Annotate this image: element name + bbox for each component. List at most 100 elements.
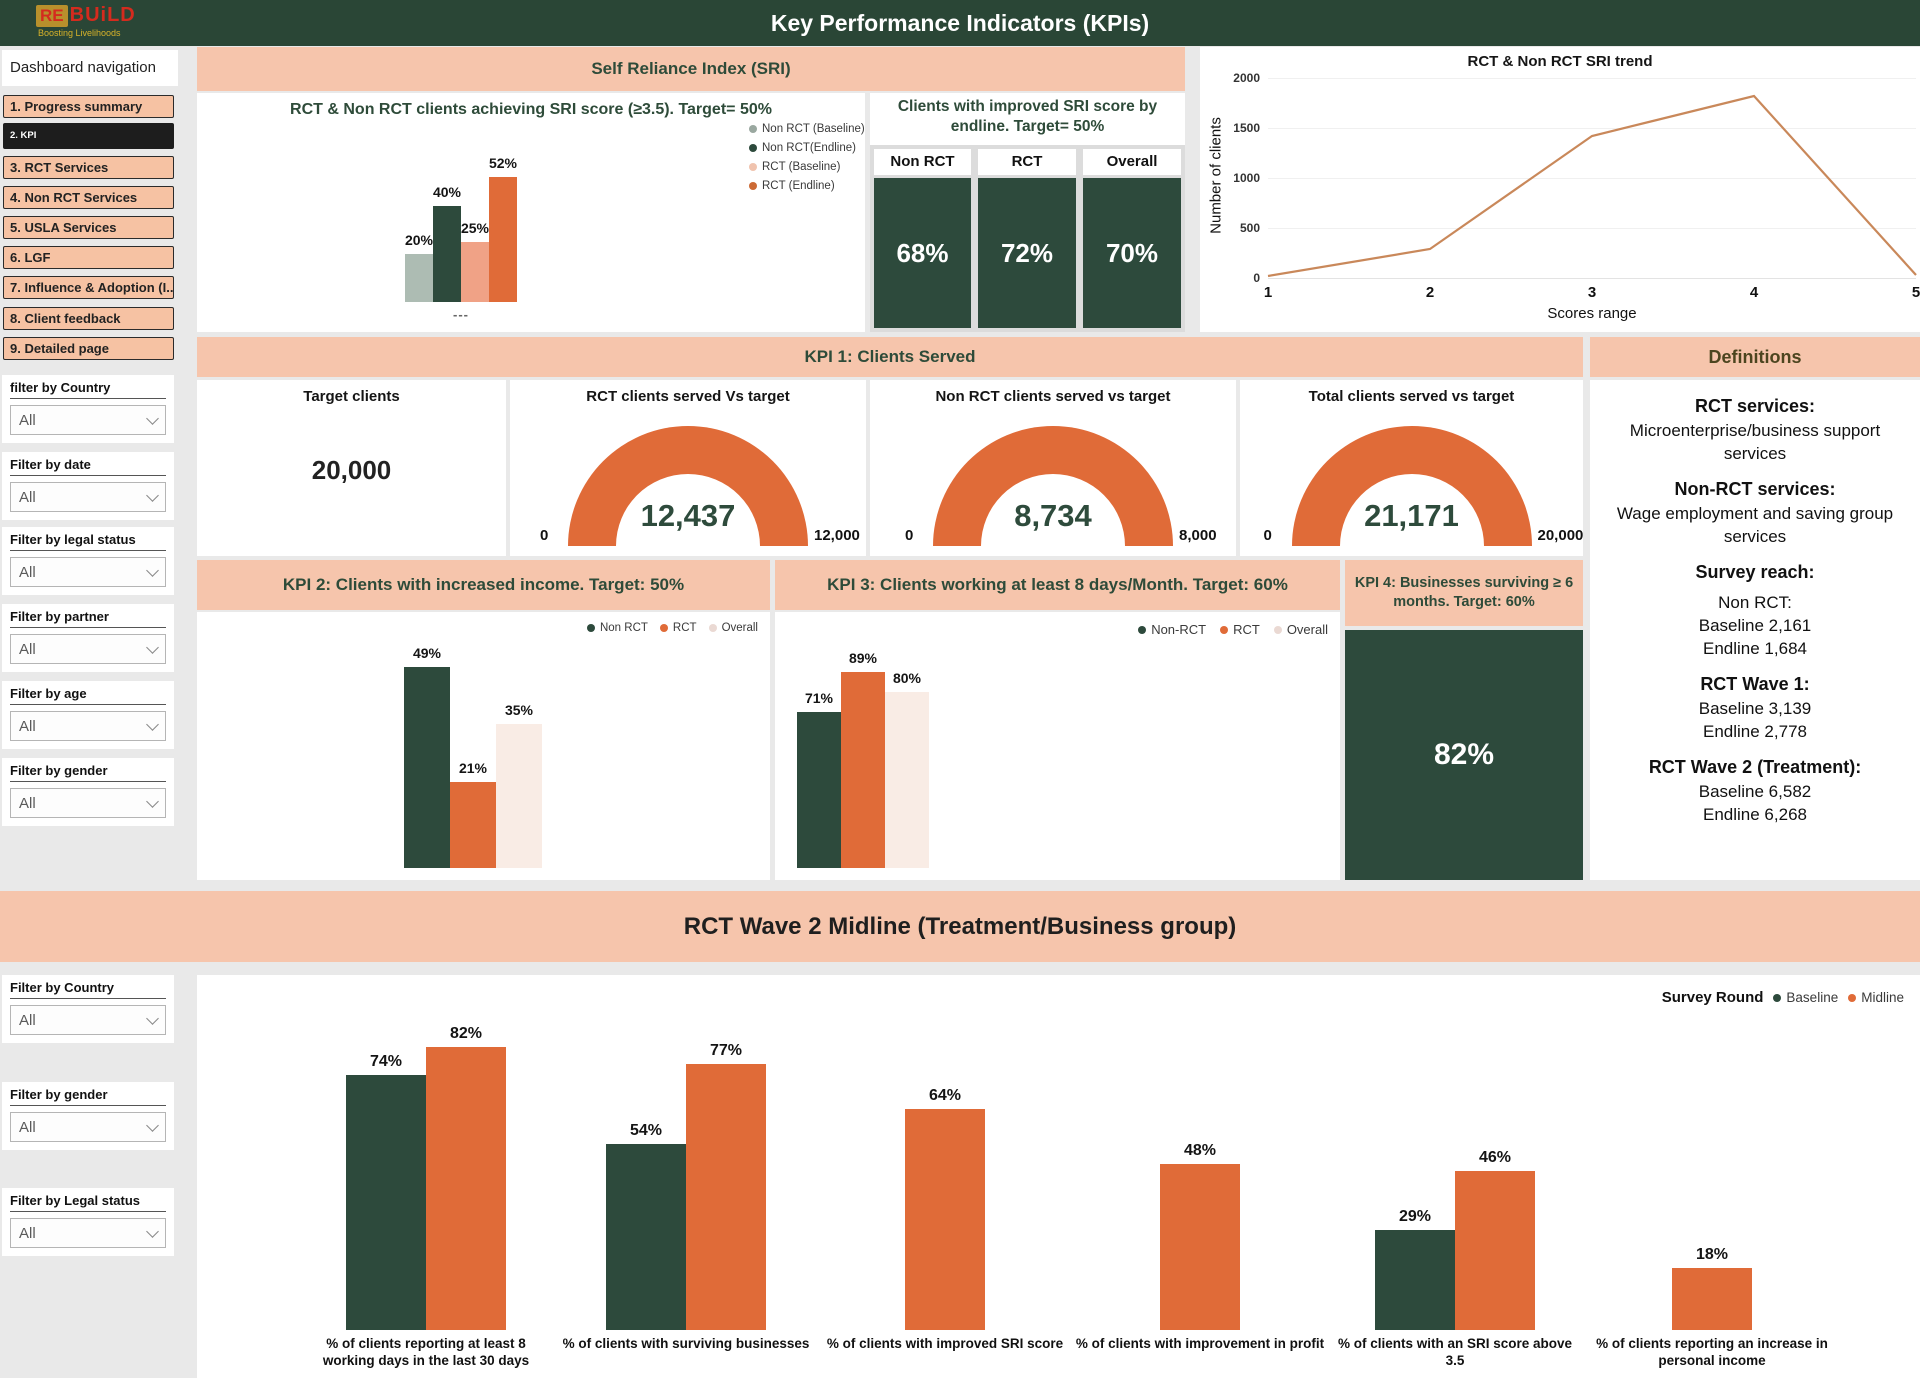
ytick-1000: 1000 (1233, 171, 1260, 185)
sri-bar-chart: RCT & Non RCT clients achieving SRI scor… (197, 93, 865, 332)
filter-partner-select[interactable]: All (10, 634, 166, 664)
chevron-down-icon (146, 488, 159, 502)
ytick-2000: 2000 (1233, 71, 1260, 85)
filter-legal-status-label: Filter by legal status (10, 532, 166, 551)
midline-group-1: 74% 82% (346, 1025, 506, 1330)
def-survey-reach-heading: Survey reach: (1695, 562, 1815, 582)
midline-g6-midline[interactable]: 18% (1672, 1246, 1752, 1330)
def-rct-wave1-baseline: Baseline 3,139 (1698, 699, 1812, 718)
kpi2-bar-rct[interactable]: 21% (450, 760, 496, 868)
filter-gender-label: Filter by gender (10, 763, 166, 782)
midline-cat-4: % of clients with improvement in profit (1075, 1336, 1325, 1351)
total-served-gauge[interactable]: 21,171 (1291, 426, 1532, 546)
midline-g4-midline[interactable]: 48% (1160, 1142, 1240, 1330)
sri-trend-xlabel: Scores range (1547, 305, 1637, 322)
sidebar-item-rct-services[interactable]: 3. RCT Services (3, 156, 174, 179)
rct-served-gauge-card: RCT clients served Vs target 12,437 0 12… (510, 380, 866, 556)
col-value-overall: 70% (1083, 178, 1181, 328)
midline-filter-country: Filter by Country All (2, 975, 174, 1043)
midline-g1-baseline[interactable]: 74% (346, 1053, 426, 1330)
def-rct-wave1-heading: RCT Wave 1: (1700, 674, 1810, 694)
midline-filter-gender: Filter by gender All (2, 1082, 174, 1150)
rct-served-gauge[interactable]: 12,437 (568, 426, 808, 546)
sri-trend-chart: RCT & Non RCT SRI trend Number of client… (1200, 47, 1920, 332)
midline-g5-baseline[interactable]: 29% (1375, 1208, 1455, 1330)
filter-country: filter by Country All (2, 375, 174, 443)
bar-non-rct-baseline[interactable]: 20% (405, 232, 433, 302)
chevron-down-icon (146, 563, 159, 577)
sri-section-banner: Self Reliance Index (SRI) (197, 47, 1185, 91)
midline-g2-baseline[interactable]: 54% (606, 1122, 686, 1330)
xtick-2: 2 (1425, 284, 1435, 301)
gauge-max-label: 12,000 (814, 527, 860, 544)
kpi3-bar-rct[interactable]: 89% (841, 650, 885, 868)
kpi3-bar-non-rct[interactable]: 71% (797, 690, 841, 868)
sidebar-item-non-rct-services[interactable]: 4. Non RCT Services (3, 186, 174, 209)
midline-group-4: 48% (1160, 1142, 1240, 1330)
col-header-non-rct: Non RCT (874, 149, 971, 175)
sri-bar-chart-title: RCT & Non RCT clients achieving SRI scor… (290, 101, 772, 118)
col-header-rct: RCT (978, 149, 1076, 175)
sri-trend-title: RCT & Non RCT SRI trend (1467, 53, 1653, 70)
nonrct-served-gauge[interactable]: 8,734 (933, 426, 1173, 546)
midline-filter-country-select[interactable]: All (10, 1005, 166, 1035)
gauge-min-label: 0 (540, 527, 549, 544)
midline-filter-legal-status-select[interactable]: All (10, 1218, 166, 1248)
col-header-overall: Overall (1083, 149, 1181, 175)
kpi2-legend: Non RCT RCT Overall (586, 622, 758, 634)
sidebar-item-influence-adoption[interactable]: 7. Influence & Adoption (I... (3, 276, 174, 299)
midline-filter-gender-select[interactable]: All (10, 1112, 166, 1142)
legend-dot (749, 182, 757, 190)
kpi2-bar-overall[interactable]: 35% (496, 702, 542, 868)
gauge-min-label: 0 (1263, 527, 1272, 544)
midline-g3-midline[interactable]: 64% (905, 1087, 985, 1330)
logo-tagline: Boosting Livelihoods (38, 28, 121, 38)
chevron-down-icon (146, 717, 159, 731)
kpi2-bar-non-rct[interactable]: 49% (404, 645, 450, 868)
def-rct-services-heading: RCT services: (1694, 396, 1816, 416)
xtick-3: 3 (1587, 284, 1597, 301)
midline-filter-country-label: Filter by Country (10, 980, 166, 999)
def-rct-wave2-heading: RCT Wave 2 (Treatment): (1648, 757, 1862, 777)
sidebar-item-progress-summary[interactable]: 1. Progress summary (3, 95, 174, 118)
filter-country-select[interactable]: All (10, 405, 166, 435)
midline-g5-midline[interactable]: 46% (1455, 1149, 1535, 1330)
midline-g1-midline[interactable]: 82% (426, 1025, 506, 1330)
sri-trend-line[interactable] (1267, 78, 1917, 278)
midline-banner: RCT Wave 2 Midline (Treatment/Business g… (0, 891, 1920, 962)
def-rct-wave2-endline: Endline 6,268 (1703, 805, 1807, 824)
target-clients-title: Target clients (303, 388, 400, 405)
midline-filter-legal-status-label: Filter by Legal status (10, 1193, 166, 1212)
filter-legal-status-select[interactable]: All (10, 557, 166, 587)
bar-non-rct-endline[interactable]: 40% (433, 184, 461, 302)
bar-rct-endline[interactable]: 52% (489, 155, 517, 302)
def-non-rct-services-heading: Non-RCT services: (1674, 479, 1836, 499)
kpi3-bar-overall[interactable]: 80% (885, 670, 929, 868)
midline-group-2: 54% 77% (606, 1042, 766, 1330)
sidebar-item-kpi[interactable]: 2. KPI (3, 123, 174, 149)
sidebar-item-client-feedback[interactable]: 8. Client feedback (3, 307, 174, 330)
total-gauge-title: Total clients served vs target (1308, 388, 1515, 405)
definitions-panel: RCT services: Microenterprise/business s… (1590, 380, 1920, 880)
bar-rct-baseline[interactable]: 25% (461, 220, 489, 302)
filter-gender-select[interactable]: All (10, 788, 166, 818)
midline-group-5: 29% 46% (1375, 1149, 1535, 1330)
sri-bar-group: 20% 40% 25% 52% (405, 155, 517, 302)
chevron-down-icon (146, 1224, 159, 1238)
ytick-0: 0 (1253, 271, 1260, 285)
sidebar-item-usla-services[interactable]: 5. USLA Services (3, 216, 174, 239)
def-non-rct-endline: Endline 1,684 (1703, 639, 1807, 658)
filter-age: Filter by age All (2, 681, 174, 749)
midline-g2-midline[interactable]: 77% (686, 1042, 766, 1330)
sidebar-item-detailed-page[interactable]: 9. Detailed page (3, 337, 174, 360)
filter-age-label: Filter by age (10, 686, 166, 705)
midline-group-3: 64% (905, 1087, 985, 1330)
filter-date-select[interactable]: All (10, 482, 166, 512)
filter-date: Filter by date All (2, 452, 174, 520)
sidebar-item-lgf[interactable]: 6. LGF (3, 246, 174, 269)
rct-gauge-title: RCT clients served Vs target (586, 388, 790, 405)
filter-age-select[interactable]: All (10, 711, 166, 741)
def-non-rct-services-text: Wage employment and saving group service… (1616, 504, 1894, 546)
xtick-1: 1 (1263, 284, 1273, 301)
kpi3-bar-chart: Non-RCT RCT Overall 71% 89% 80% (775, 612, 1340, 880)
